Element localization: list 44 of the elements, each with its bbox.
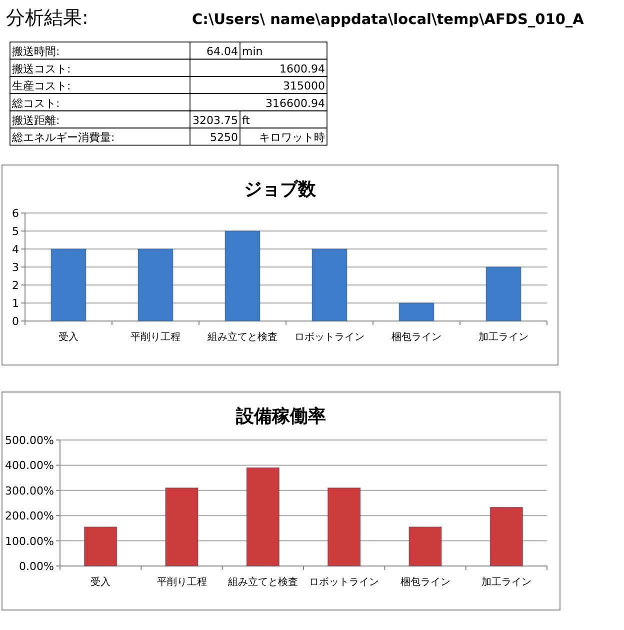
- y-tick-label: 100.00%: [5, 534, 54, 548]
- text: 搬送距離:: [12, 114, 60, 127]
- text: 総コスト:: [11, 96, 60, 110]
- x-tick-label: 梱包ライン: [392, 331, 442, 343]
- chart-title: 設備稼働率: [235, 406, 326, 427]
- x-tick-label: 受入: [90, 576, 111, 588]
- y-tick-label: 0.00%: [19, 560, 54, 573]
- text: 5250: [210, 131, 238, 144]
- y-tick-label: 4: [12, 243, 19, 256]
- y-tick-label: 5: [12, 225, 19, 238]
- x-tick-label: 梱包ライン: [400, 576, 450, 588]
- text: C:\Users\ name\appdata\local\temp\AFDS_010_A: [192, 12, 585, 28]
- text: 1600.94: [280, 62, 325, 76]
- chart-title: ジョブ数: [244, 179, 317, 200]
- x-tick-label: 平削り工程: [130, 331, 180, 343]
- x-tick-label: 加工ライン: [481, 576, 532, 588]
- x-tick-label: 組み立てと検査: [226, 576, 298, 588]
- text: 搬送時間:: [12, 45, 60, 58]
- x-tick-label: ロボットライン: [294, 332, 364, 343]
- x-tick-label: 受入: [58, 331, 78, 343]
- text: 3203.75: [192, 114, 238, 127]
- text: 生産コスト:: [12, 80, 71, 93]
- y-tick-label: 200.00%: [5, 510, 54, 523]
- x-tick-label: 組み立てと検査: [206, 331, 278, 343]
- text: ft: [242, 114, 251, 127]
- text: 316600.94: [266, 96, 325, 110]
- x-tick-label: 平削り工程: [156, 576, 207, 588]
- y-tick-label: 2: [12, 279, 19, 292]
- text: 315000: [283, 80, 325, 93]
- y-tick-label: 3: [12, 261, 19, 274]
- y-tick-label: 400.00%: [5, 459, 54, 472]
- text: キロワット時: [259, 131, 325, 144]
- x-tick-label: 加工ライン: [478, 331, 528, 343]
- text: min: [242, 45, 263, 58]
- y-tick-label: 500.00%: [5, 434, 54, 447]
- text: 総エネルギー消費量:: [11, 131, 115, 144]
- x-tick-label: ロボットライン: [309, 577, 380, 588]
- y-tick-label: 1: [12, 297, 19, 310]
- text: 搬送コスト:: [12, 62, 71, 76]
- y-tick-label: 6: [12, 207, 19, 220]
- y-tick-label: 0: [12, 315, 19, 328]
- text: 64.04: [206, 45, 238, 58]
- y-tick-label: 300.00%: [5, 484, 54, 498]
- text: 分析結果:: [6, 7, 88, 29]
